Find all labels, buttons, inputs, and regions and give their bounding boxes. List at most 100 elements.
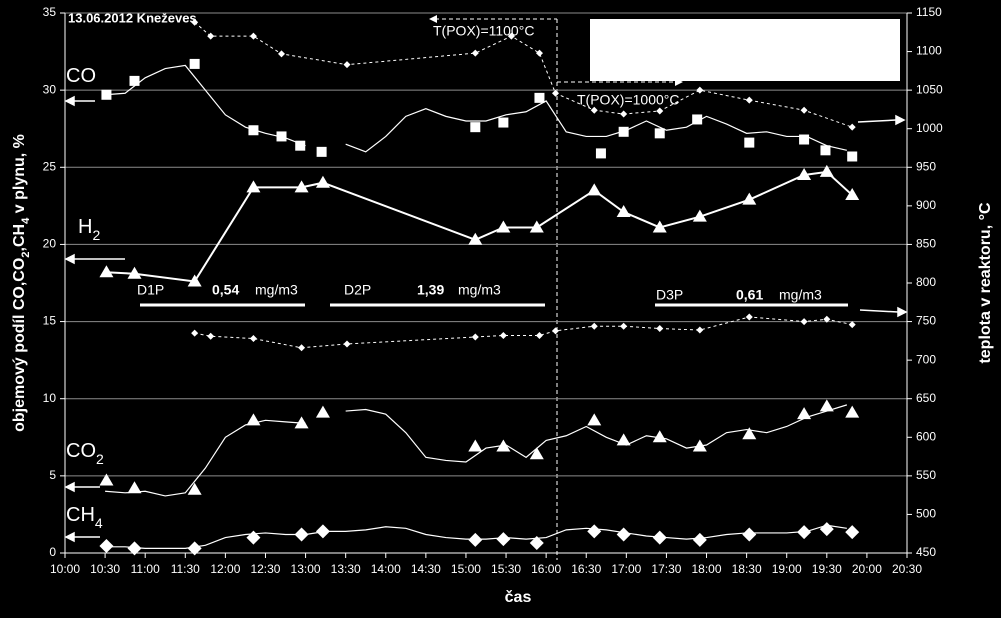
marker — [278, 50, 286, 58]
marker — [471, 333, 479, 341]
marker — [129, 75, 140, 86]
marker — [187, 274, 202, 287]
marker — [799, 134, 810, 145]
marker — [249, 335, 257, 343]
x-tick-label: 20:00 — [852, 562, 882, 576]
gas-label: H2 — [78, 216, 100, 242]
y-tick-label: 15 — [43, 314, 57, 328]
marker — [249, 32, 257, 40]
marker — [315, 524, 330, 539]
x-axis-title: čas — [505, 589, 532, 606]
x-tick-label: 10:00 — [50, 562, 80, 576]
marker — [845, 188, 860, 201]
marker — [819, 522, 834, 537]
marker — [847, 151, 858, 162]
cover-box — [590, 19, 900, 81]
x-tick-label: 14:00 — [371, 562, 401, 576]
marker — [745, 313, 753, 321]
subscript: 2 — [92, 227, 100, 243]
marker — [819, 164, 834, 177]
marker — [99, 473, 114, 486]
x-tick-label: 12:30 — [250, 562, 280, 576]
y-axis-title: objemový podíl CO,CO2,CH4 v plynu, % — [11, 134, 32, 432]
axis-arrows — [64, 95, 908, 543]
x-tick-label: 16:00 — [531, 562, 561, 576]
y-tick-label: 35 — [43, 5, 57, 19]
marker — [529, 220, 544, 233]
marker — [620, 322, 628, 330]
marker — [529, 535, 544, 550]
marker — [587, 183, 602, 196]
marker — [294, 180, 309, 193]
x-tick-label: 13:00 — [291, 562, 321, 576]
x-tick-label: 18:00 — [692, 562, 722, 576]
marker — [696, 86, 704, 94]
x-tick-label: 19:00 — [772, 562, 802, 576]
marker — [534, 92, 545, 103]
series-line — [106, 170, 853, 283]
marker — [343, 340, 351, 348]
y2-tick-label: 800 — [916, 275, 936, 289]
text-part: ,CH — [11, 224, 28, 252]
series-line — [194, 316, 853, 349]
x-tick-label: 19:30 — [812, 562, 842, 576]
y-tick-label: 30 — [43, 82, 57, 96]
y-tick-label: 25 — [43, 159, 57, 173]
subscript: 4 — [20, 217, 32, 224]
marker — [187, 541, 202, 556]
marker — [656, 107, 664, 115]
arrow — [675, 78, 683, 86]
marker — [618, 126, 629, 137]
marker — [276, 131, 287, 142]
dust-label: D1P — [137, 282, 164, 298]
marker — [587, 524, 602, 539]
y2-tick-label: 450 — [916, 545, 936, 559]
marker — [99, 539, 114, 554]
marker — [470, 122, 481, 133]
marker — [742, 192, 757, 205]
marker — [246, 413, 261, 426]
marker — [498, 117, 509, 128]
y2-tick-label: 950 — [916, 159, 936, 173]
marker — [692, 114, 703, 125]
y2-tick-label: 1000 — [916, 121, 943, 135]
marker — [298, 344, 306, 352]
x-tick-label: 18:30 — [732, 562, 762, 576]
marker — [315, 175, 330, 188]
marker — [696, 326, 704, 334]
marker — [471, 49, 479, 57]
x-tick-label: 15:00 — [451, 562, 481, 576]
text-part: H — [78, 216, 92, 238]
dust-label: D2P — [344, 282, 371, 298]
marker — [499, 331, 507, 339]
marker — [587, 413, 602, 426]
dust-unit: mg/m3 — [779, 287, 822, 303]
marker — [745, 96, 753, 104]
marker — [551, 89, 559, 97]
y2-tick-label: 500 — [916, 507, 936, 521]
text-part: v plynu, % — [11, 134, 28, 218]
marker — [127, 266, 142, 279]
gas-label: CO — [66, 65, 96, 87]
dust-unit: mg/m3 — [458, 282, 501, 298]
annotation: T(POX)=1100°C — [433, 23, 534, 39]
gas-label: CO2 — [66, 440, 104, 466]
dust-unit: mg/m3 — [255, 282, 298, 298]
x-tick-label: 17:00 — [611, 562, 641, 576]
marker — [101, 89, 112, 100]
marker — [496, 532, 511, 547]
x-tick-label: 15:30 — [491, 562, 521, 576]
y-tick-label: 0 — [49, 545, 56, 559]
marker — [590, 322, 598, 330]
marker — [800, 106, 808, 114]
marker — [845, 525, 860, 540]
marker — [294, 527, 309, 542]
y2-tick-label: 750 — [916, 314, 936, 328]
x-tick-label: 11:00 — [131, 562, 160, 576]
subscript: 2 — [96, 451, 104, 467]
marker — [246, 530, 261, 545]
marker — [468, 439, 483, 452]
dust-value: 0,54 — [212, 282, 239, 298]
marker — [507, 32, 515, 40]
marker — [246, 180, 261, 193]
